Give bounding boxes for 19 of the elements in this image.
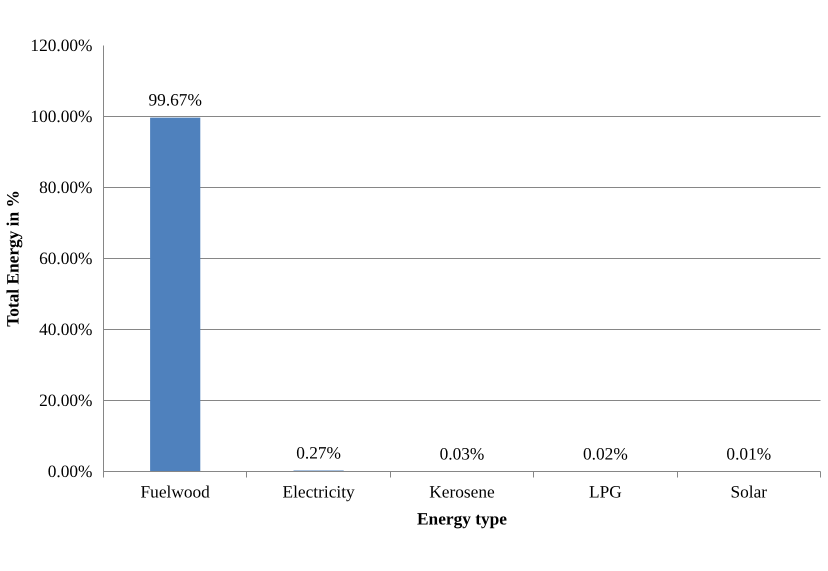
y-tick-label: 20.00% <box>39 391 93 410</box>
x-tick-label: Fuelwood <box>140 482 210 502</box>
x-tick-label: Solar <box>730 482 768 502</box>
data-label: 99.67% <box>148 90 202 110</box>
data-label: 0.27% <box>296 444 341 463</box>
y-tick-label: 0.00% <box>48 462 93 481</box>
x-axis-title: Energy type <box>417 510 508 528</box>
y-tick-label: 100.00% <box>30 107 93 126</box>
x-tick-label: LPG <box>589 482 622 502</box>
data-label: 0.01% <box>726 444 772 464</box>
y-tick-label: 120.00% <box>30 36 93 55</box>
x-tick-label: Kerosene <box>429 482 496 502</box>
data-label: 0.03% <box>440 444 484 464</box>
y-tick-label: 40.00% <box>39 320 93 339</box>
y-tick-label: 80.00% <box>39 178 93 197</box>
y-tick-label: 60.00% <box>39 249 93 268</box>
x-tick-label: Electricity <box>282 482 356 502</box>
y-axis-title: Total Energy in % <box>3 190 22 327</box>
data-label: 0.02% <box>583 444 628 464</box>
